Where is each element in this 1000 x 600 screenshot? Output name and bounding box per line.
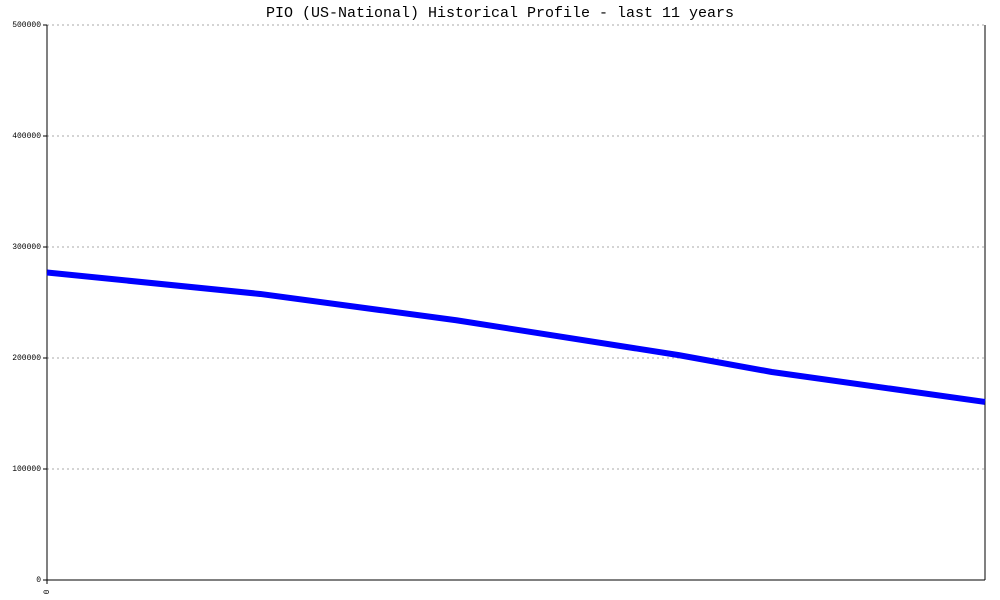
x-tick-label: 0 (43, 589, 52, 594)
data-line (46, 269, 986, 405)
y-tick-label: 200000 (12, 354, 41, 363)
y-tick-label: 400000 (12, 132, 41, 141)
y-tick-label: 300000 (12, 243, 41, 252)
y-tick-label: 100000 (12, 465, 41, 474)
y-tick-label: 0 (36, 576, 41, 585)
y-tick-label: 500000 (12, 21, 41, 30)
chart-title: PIO (US-National) Historical Profile - l… (266, 5, 734, 22)
